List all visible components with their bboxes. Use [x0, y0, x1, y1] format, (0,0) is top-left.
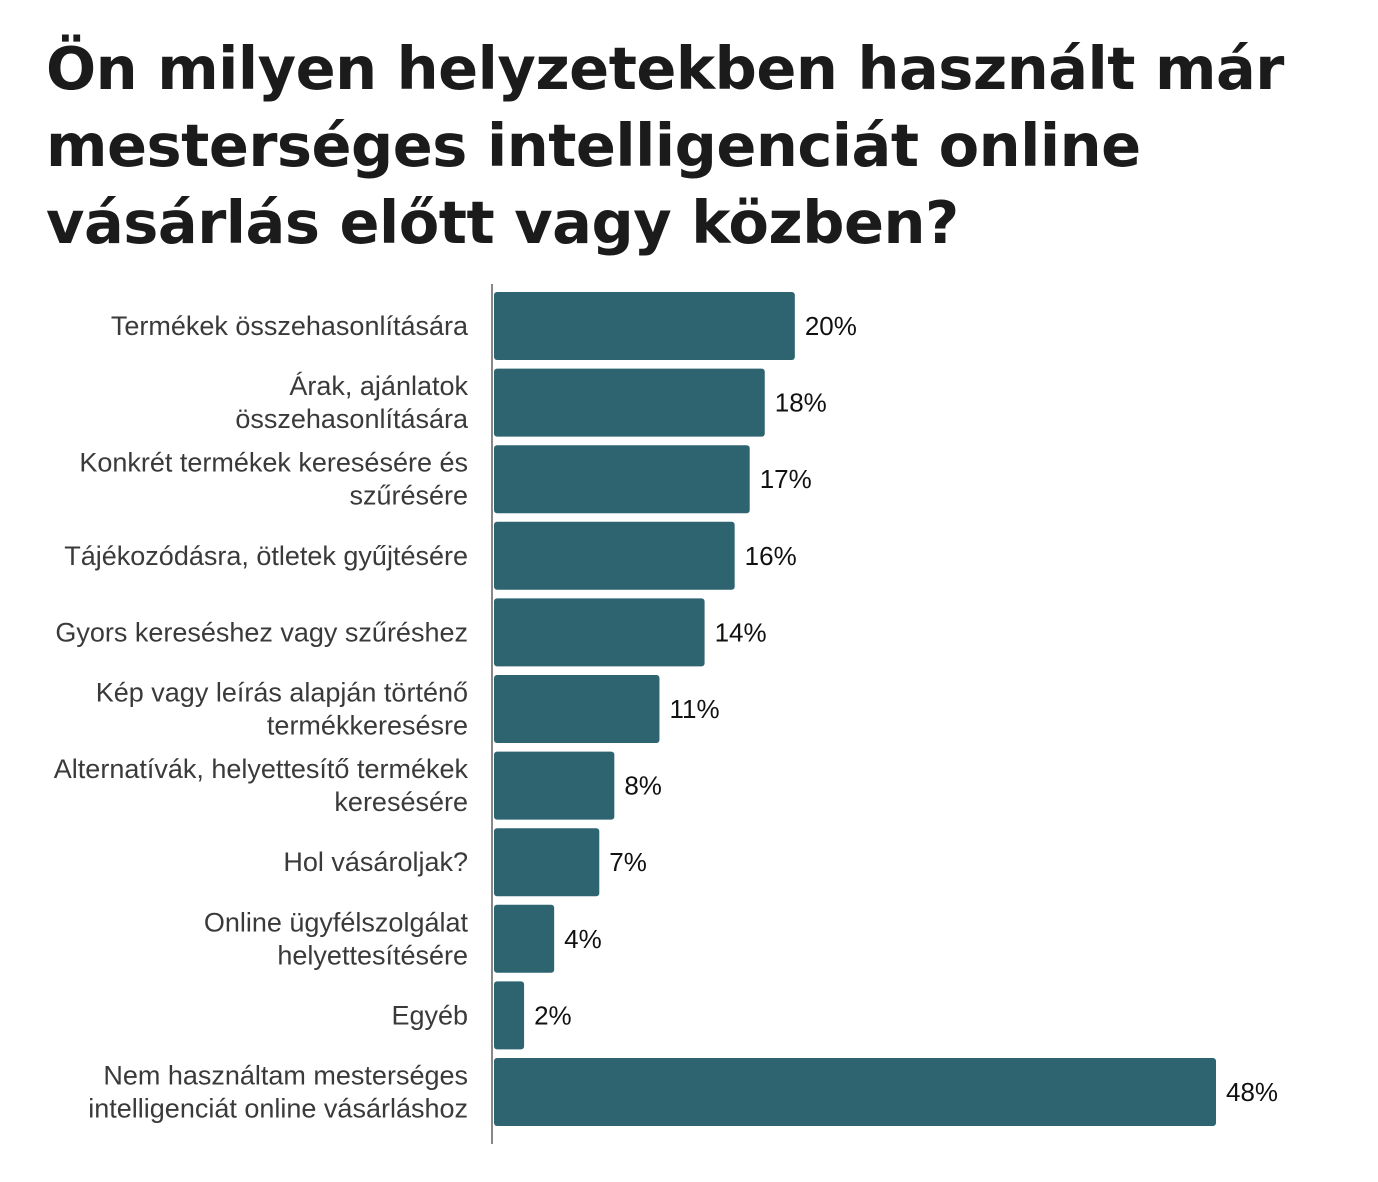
category-label-1: Termékek összehasonlítására [111, 311, 469, 341]
category-labels: Termékek összehasonlítására Árak, ajánlat… [54, 311, 469, 1124]
bar-10 [494, 981, 525, 1050]
category-label-11-line-1: Nem használtam mesterséges [103, 1061, 468, 1091]
value-label-4: 16% [745, 541, 797, 571]
bar-3 [494, 445, 750, 514]
category-label-9-line-1: Online ügyfélszolgálat [204, 907, 469, 937]
category-label-9-line-2: helyettesítésére [277, 940, 468, 970]
category-label-2-line-1: Árak, ajánlatok [289, 371, 468, 401]
category-label-4: Tájékozódásra, ötletek gyűjtésére [64, 541, 468, 571]
category-label-10: Egyéb [391, 1000, 468, 1030]
value-label-1: 20% [805, 311, 857, 341]
category-label-11-line-2: intelligenciát online vásárláshoz [88, 1094, 468, 1124]
value-label-7: 8% [624, 771, 662, 801]
category-label-6-line-2: termékkeresésre [267, 711, 468, 741]
chart-title: Ön milyen helyzetekben használt már mest… [46, 34, 1284, 257]
value-labels: 20% 18% 17% 16% 14% 11% 8% 7% 4% 2% 48% [534, 311, 1278, 1107]
value-label-8: 7% [609, 847, 647, 877]
value-label-11: 48% [1226, 1077, 1278, 1107]
bar-8 [494, 828, 600, 897]
category-label-7-line-1: Alternatívák, helyettesítő termékek [54, 754, 469, 784]
bar-6 [494, 675, 660, 743]
bar-11 [494, 1058, 1216, 1126]
bars-layer [494, 292, 1216, 1126]
bar-7 [494, 751, 615, 820]
value-label-10: 2% [534, 1000, 572, 1030]
value-label-6: 11% [669, 694, 719, 724]
category-label-5: Gyors kereséshez vagy szűréshez [55, 617, 468, 647]
value-label-5: 14% [715, 617, 767, 647]
value-label-3: 17% [760, 464, 812, 494]
bar-9 [494, 904, 555, 973]
category-label-6-line-1: Kép vagy leírás alapján történő [96, 678, 468, 708]
bar-4 [494, 521, 735, 590]
category-label-8: Hol vásároljak? [283, 847, 468, 877]
bar-2 [494, 368, 765, 437]
value-label-9: 4% [564, 924, 602, 954]
bar-5 [494, 598, 705, 667]
category-label-2-line-2: összehasonlítására [235, 404, 469, 434]
value-label-2: 18% [775, 388, 827, 418]
bar-1 [494, 292, 795, 360]
category-label-3-line-1: Konkrét termékek keresésére és [79, 448, 468, 478]
category-label-3-line-2: szűrésére [349, 481, 468, 511]
category-label-7-line-2: keresésére [334, 787, 468, 817]
